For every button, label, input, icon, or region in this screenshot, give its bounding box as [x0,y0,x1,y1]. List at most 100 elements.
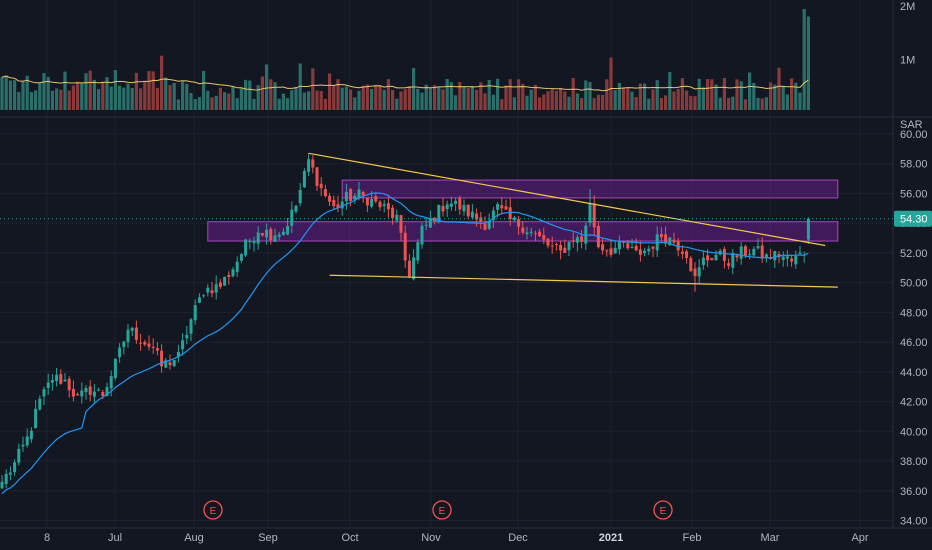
candle-body [525,232,529,235]
candle-body [643,250,647,254]
volume-bar [80,82,84,110]
candle-body [559,245,563,251]
volume-bar [181,81,185,110]
volume-bar [697,78,701,110]
candle-body [71,388,75,397]
volume-bar [714,84,718,110]
volume-bar [643,83,647,110]
candle-body [533,233,537,235]
earnings-circle [432,500,452,520]
volume-bar [332,85,336,110]
volume-bar [155,87,159,110]
volume-bar [88,70,92,110]
volume-bar [206,90,210,110]
candle-body [756,246,760,249]
volume-bar [748,72,752,110]
candle-body [664,234,668,244]
volume-bar [756,97,760,110]
volume-bar [252,98,256,110]
price-axis[interactable]: 60.0058.0056.0054.0052.0050.0048.0046.00… [900,1,928,528]
candle-body [307,159,311,172]
candle-body [638,249,642,255]
volume-bar [378,85,382,110]
earnings-label: E [439,506,446,517]
price-tick-label: 46.00 [900,337,928,349]
candle-body [512,217,516,221]
candle-body [214,284,218,293]
volume-bar [273,82,277,110]
support-line[interactable] [329,274,838,288]
volume-bar [542,94,546,110]
candle-body [550,245,554,247]
candle-body [63,379,67,382]
candle-body [517,219,521,227]
earnings-marker[interactable]: E [432,500,452,520]
volume-bar [269,79,273,110]
candle-body [76,394,80,396]
candle-body [378,201,382,208]
volume-tick-label: 1M [900,55,915,67]
candle-body [508,207,512,219]
candle-body [563,247,567,253]
earnings-marker[interactable]: E [653,500,673,520]
volume-bar [244,79,248,110]
volume-bar [336,79,340,110]
candle-body [130,327,134,331]
candle-body [693,268,697,277]
candle-body [386,203,390,210]
candle-body [500,205,504,209]
candle-body [256,232,260,244]
volume-bar [42,72,46,110]
candle-body [210,290,214,294]
candle-body [277,234,281,237]
candle-body [340,201,344,209]
volume-bar [214,95,218,110]
volume-bar [441,89,445,110]
volume-bar [802,9,806,110]
candle-body [441,206,445,212]
volume-bar [445,78,449,110]
time-tick-label: Aug [184,532,204,544]
volume-bar [92,79,96,110]
descending-resistance-line[interactable] [308,152,826,247]
volume-bar [701,87,705,110]
candle-body [113,358,117,378]
time-tick-label: Feb [683,532,702,544]
volume-bar [718,97,722,110]
volume-bar [567,96,571,110]
candle-body [260,232,264,236]
candle-body [269,228,273,241]
volume-bar [13,80,17,110]
candle-body [454,200,458,204]
candle-body [139,342,143,344]
candle-body [17,448,21,463]
overlay-lines [0,152,893,495]
candle-body [67,378,71,391]
volume-bar [189,93,193,110]
volume-bar [743,99,747,110]
volume-bar [588,81,592,110]
candle-body [722,248,726,261]
candle-body [491,210,495,221]
candle-body [466,204,470,217]
candle-body [273,235,277,242]
time-tick-label: Jul [108,532,122,544]
candle-body [735,255,739,258]
volume-bar [710,79,714,110]
candle-body [575,237,579,243]
candle-body [42,389,46,397]
volume-bar [760,98,764,110]
candle-body [328,195,332,202]
volume-bar [172,82,176,110]
volume-bar [470,85,474,110]
candle-body [382,204,386,206]
candle-body [218,282,222,287]
volume-tick-label: 2M [900,1,915,13]
price-tick-label: 58.00 [900,159,928,171]
volume-bar [554,90,558,110]
earnings-marker[interactable]: E [203,500,223,520]
volume-bar [752,82,756,110]
time-axis[interactable]: 8 Jul Aug Sep Oct Nov Dec 2021 Feb Mar Apr [44,532,869,544]
candle-body [344,191,348,202]
